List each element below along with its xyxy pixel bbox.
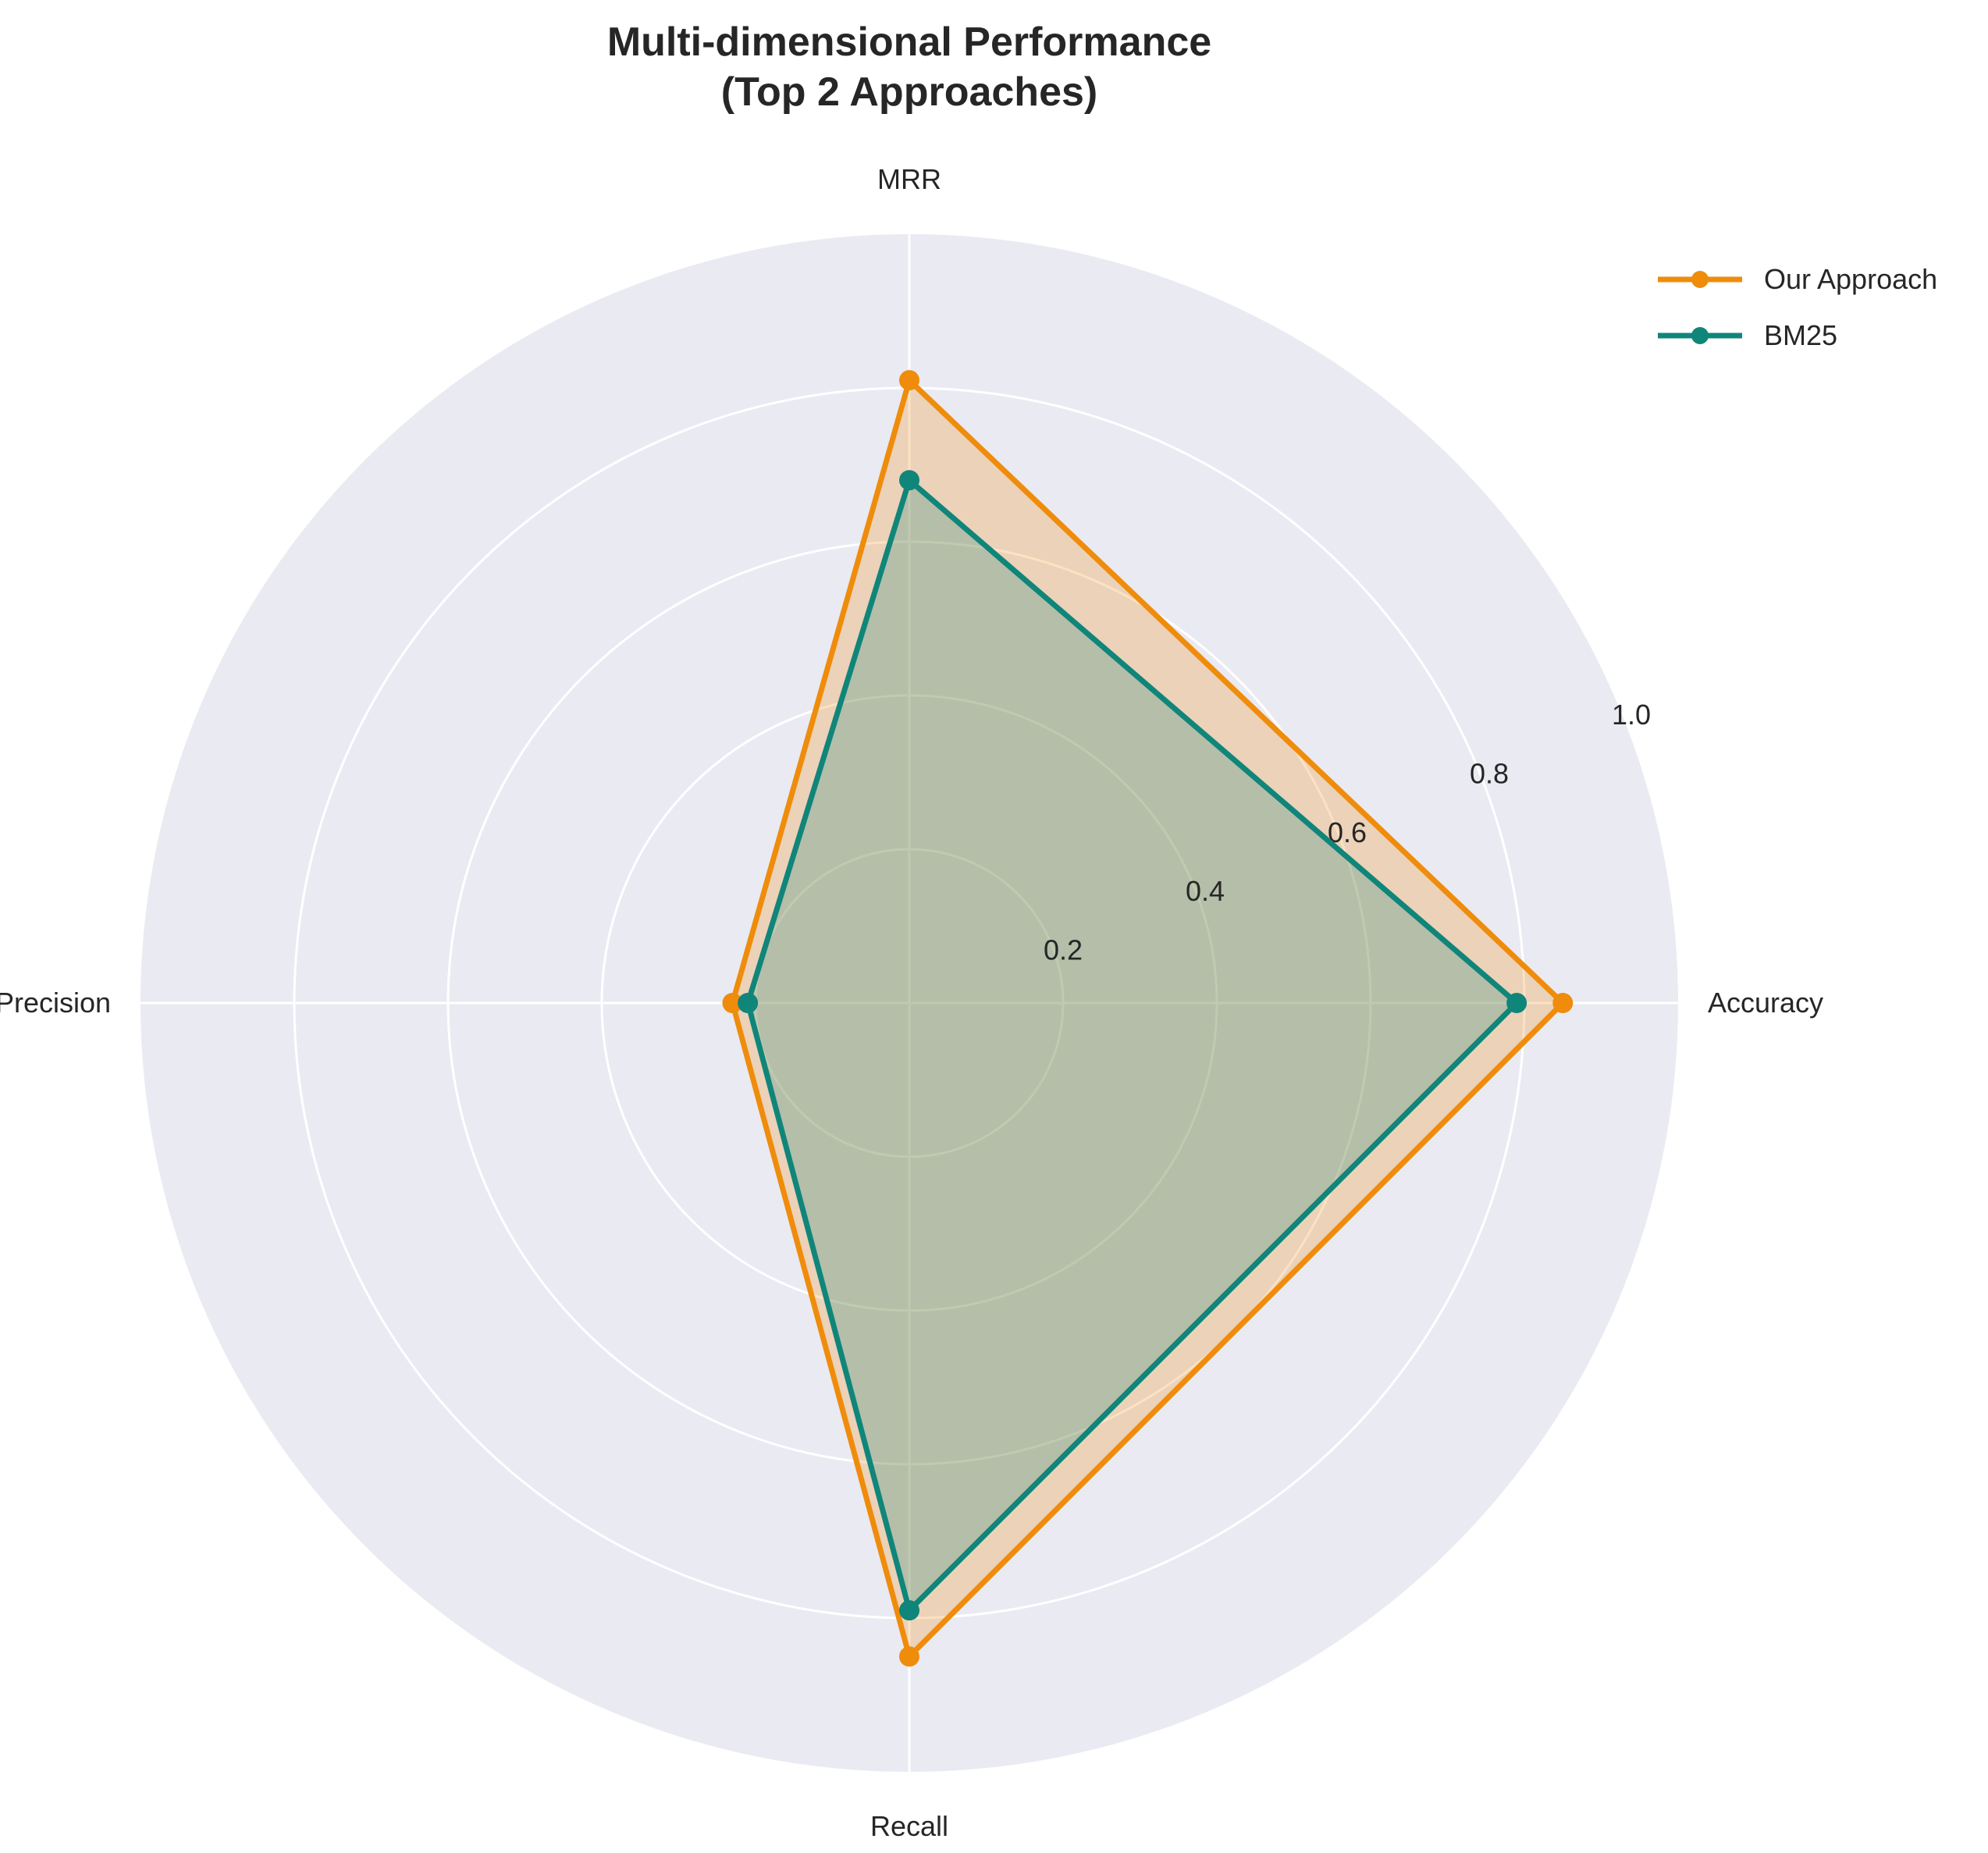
series-0-point-3 <box>899 1646 919 1667</box>
radial-tick-label-0: 0.2 <box>1044 934 1083 966</box>
chart-title-line1: Multi-dimensional Performance <box>606 20 1212 65</box>
axis-label-accuracy: Accuracy <box>1708 987 1823 1019</box>
series-0-point-2 <box>722 993 743 1013</box>
legend-label-bm25: BM25 <box>1764 319 1838 351</box>
radial-tick-label-1: 0.4 <box>1186 875 1225 907</box>
chart-title-line2: (Top 2 Approaches) <box>720 69 1098 115</box>
radial-tick-label-3: 0.8 <box>1470 757 1509 789</box>
axis-label-recall: Recall <box>870 1810 948 1842</box>
legend-label-our-approach: Our Approach <box>1764 263 1938 295</box>
legend-item-our-approach: Our Approach <box>1655 251 1937 308</box>
series-0-point-0 <box>1552 993 1574 1013</box>
series-fill-0 <box>732 380 1563 1657</box>
series-fill-1 <box>748 480 1517 1611</box>
series-1-point-2 <box>738 993 759 1013</box>
chart-title: Multi-dimensional Performance (Top 2 App… <box>0 17 1819 117</box>
legend: Our Approach BM25 <box>1655 251 1937 364</box>
legend-marker-our-approach <box>1658 271 1742 288</box>
axis-label-mrr: MRR <box>877 163 941 195</box>
legend-marker-bm25 <box>1658 327 1742 344</box>
series-0-point-1 <box>899 370 919 391</box>
series-1-point-1 <box>899 470 919 491</box>
series-1-point-0 <box>1506 993 1527 1013</box>
series-1-point-3 <box>899 1600 919 1621</box>
axis-label-precision: Precision <box>0 987 111 1019</box>
legend-item-bm25: BM25 <box>1655 308 1937 364</box>
radial-tick-label-4: 1.0 <box>1612 699 1651 731</box>
